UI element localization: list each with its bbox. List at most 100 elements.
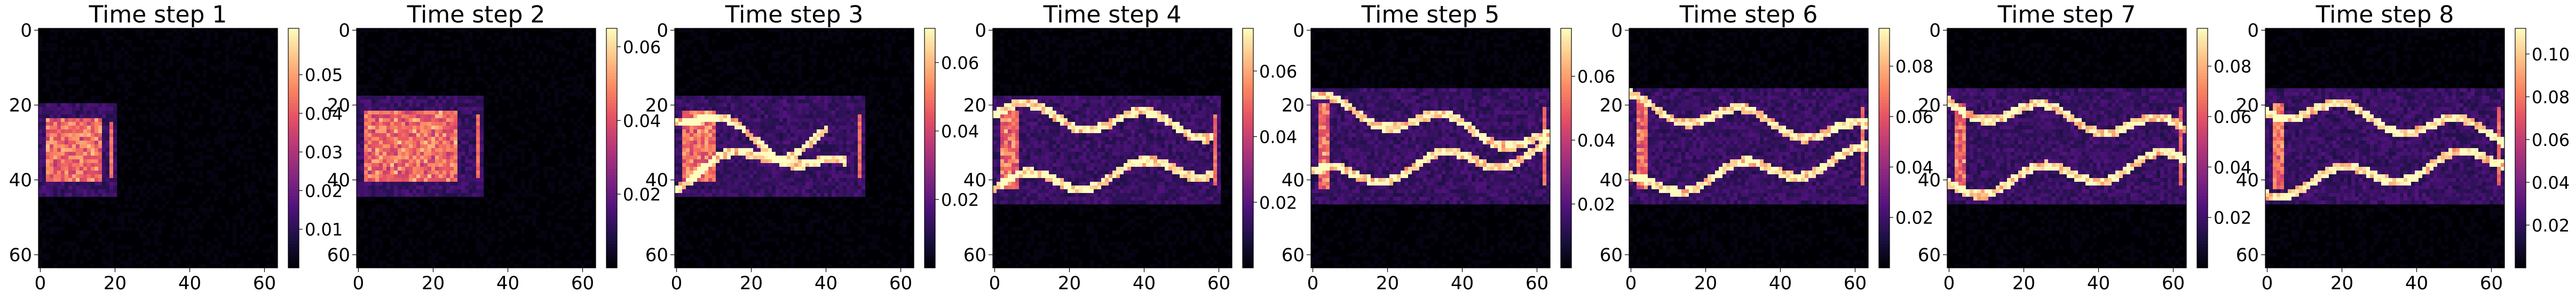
heatmap-cell [360,114,365,119]
heatmap-cell [480,230,484,235]
heatmap-cell [802,99,806,104]
heatmap-cell [828,103,832,107]
heatmap-cell [528,189,533,194]
colorbar-segment [606,67,617,71]
heatmap-cell [379,159,383,164]
heatmap-cell [783,137,787,141]
heatmap-cell [723,126,728,130]
heatmap-cell [61,92,65,96]
heatmap-cell [413,189,417,194]
colorbar-segment [288,58,299,62]
heatmap-cell [218,84,222,89]
heatmap-cell [98,174,102,179]
heatmap-cell [42,129,46,134]
heatmap-cell [259,208,263,212]
heatmap-cell [450,114,454,119]
heatmap-cell [446,77,451,81]
heatmap-cell [435,103,439,107]
heatmap-cell [53,174,58,179]
heatmap-cell [540,197,544,201]
heatmap-cell [136,32,140,36]
heatmap-cell [809,137,813,141]
heatmap-cell [450,178,454,182]
heatmap-cell [372,107,376,111]
heatmap-cell [405,114,409,119]
heatmap-cell [76,186,80,190]
heatmap-cell [240,260,244,265]
heatmap-cell [61,137,65,141]
heatmap-cell [38,260,43,265]
heatmap-cell [495,47,499,51]
heatmap-cell [761,107,765,111]
heatmap-cell [776,55,780,59]
heatmap-cell [558,223,563,227]
heatmap-cell [203,212,207,216]
heatmap-cell [390,219,394,223]
heatmap-cell [862,137,866,141]
heatmap-cell [398,156,402,160]
heatmap-cell [394,238,398,242]
heatmap-cell [469,32,473,36]
heatmap-cell [521,129,525,134]
heatmap-cell [476,219,480,223]
heatmap-cell [405,92,409,96]
heatmap-cell [723,84,728,89]
heatmap-cell [536,107,540,111]
heatmap-cell [136,260,140,265]
heatmap-cell [83,144,88,149]
heatmap-cell [251,186,256,190]
heatmap-cell [113,189,117,194]
heatmap-cell [364,152,368,156]
heatmap-cell [469,156,473,160]
heatmap-cell [416,114,421,119]
heatmap-cell [472,148,477,152]
heatmap-cell [588,167,592,171]
heatmap-cell [701,129,705,134]
heatmap-cell [42,118,46,122]
heatmap-cell [686,70,690,74]
heatmap-cell [61,253,65,257]
heatmap-cell [461,200,465,205]
heatmap-cell [521,253,525,257]
heatmap-cell [536,88,540,92]
heatmap-cell [712,96,716,100]
heatmap-cell [824,118,828,122]
heatmap-cell [435,70,439,74]
heatmap-cell [764,84,769,89]
heatmap-cell [424,51,428,55]
heatmap-cell [80,126,84,130]
heatmap-cell [364,159,368,164]
heatmap-cell [854,129,858,134]
heatmap-cell [251,103,256,107]
heatmap-cell [375,186,380,190]
heatmap-cell [154,152,159,156]
heatmap-cell [61,107,65,111]
heatmap-cell [229,133,233,137]
heatmap-cell [581,253,585,257]
heatmap-cell [375,107,380,111]
heatmap-cell [195,88,200,92]
heatmap-cell [813,96,817,100]
heatmap-cell [469,107,473,111]
heatmap-cell [835,114,840,119]
heatmap-cell [42,167,46,171]
heatmap-cell [57,133,61,137]
heatmap-cell [188,227,192,231]
heatmap-cell [372,167,376,171]
heatmap-cell [513,230,518,235]
heatmap-cell [528,55,533,59]
heatmap-cell [117,137,121,141]
heatmap-cell [386,215,391,220]
heatmap-cell [173,88,177,92]
heatmap-cell [858,118,862,122]
heatmap-cell [413,245,417,250]
heatmap-cell [678,88,683,92]
heatmap-cell [506,73,510,78]
heatmap-cell [435,186,439,190]
heatmap-cell [693,114,698,119]
heatmap-cell [188,242,192,246]
heatmap-cell [506,163,510,167]
heatmap-cell [413,171,417,175]
heatmap-cell [734,77,739,81]
heatmap-cell [386,182,391,186]
